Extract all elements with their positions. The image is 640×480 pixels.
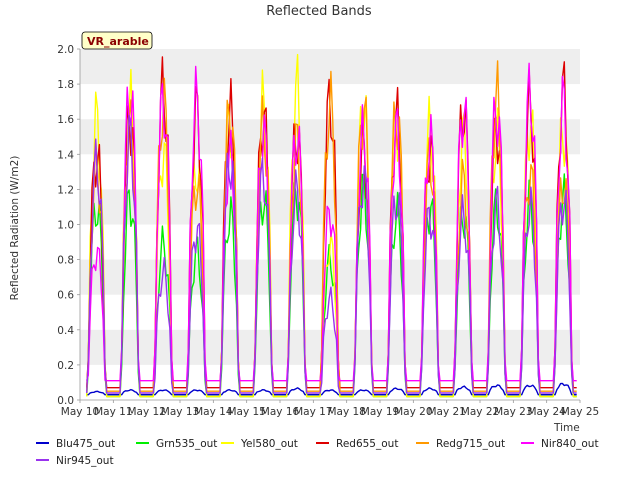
x-tick-label: May 15 [227,406,265,418]
series-line-Red655_out [86,56,577,389]
y-tick-label: 0.4 [57,325,74,337]
y-tick-label: 0.2 [57,360,74,372]
x-tick-label: May 23 [494,406,532,418]
y-axis-label: Reflected Radiation (W/m2) [9,156,21,301]
legend-item-Nir840_out: Nir840_out [521,438,599,450]
y-tick-label: 0.0 [57,395,74,407]
y-tick-label: 1.0 [57,220,74,232]
y-tick-label: 1.8 [57,79,74,91]
legend-item-Red655_out: Red655_out [316,438,398,450]
legend-label: Grn535_out [156,438,217,450]
badge-label: VR_arable [87,35,149,48]
x-tick-label: May 25 [561,406,599,418]
x-tick-label: May 17 [294,406,332,418]
legend-item-Redg715_out: Redg715_out [416,438,505,450]
x-tick-label: May 19 [361,406,399,418]
y-tick-label: 1.4 [57,149,74,161]
y-tick-labels: 0.0 0.2 0.4 0.6 0.8 1.0 1.2 1.4 1.6 1.8 2.0 [57,44,80,407]
legend-item-Yel580_out: Yel580_out [221,438,298,450]
y-tick-label: 1.6 [57,114,74,126]
chart-title: Reflected Bands [266,4,372,19]
series-line-Blu475_out [86,382,577,396]
y-tick-label: 1.2 [57,184,74,196]
x-tick-label: May 14 [194,406,233,418]
x-tick-label: May 12 [127,406,165,418]
x-tick-label: May 20 [394,406,432,418]
x-tick-label: May 18 [327,406,365,418]
y-tick-label: 0.6 [57,290,74,302]
legend-label: Redg715_out [436,438,505,450]
grid-band [80,329,580,365]
legend-label: Yel580_out [240,438,298,450]
legend-item-Blu475_out: Blu475_out [36,438,115,450]
legend: Blu475_out Grn535_out Yel580_out Red655_out… [36,438,599,467]
series-line-Nir945_out [86,114,577,394]
y-tick-label: 0.8 [57,255,74,267]
legend-label: Nir945_out [56,455,114,467]
legend-label: Nir840_out [541,438,599,450]
series-line-Nir840_out [86,62,577,382]
legend-label: Red655_out [336,438,398,450]
x-tick-label: May 21 [427,406,465,418]
x-tick-label: May 11 [94,406,132,418]
series-line-Grn535_out [86,173,577,398]
x-tick-label: May 10 [61,406,99,418]
dataset-badge: VR_arable [81,31,153,50]
legend-label: Blu475_out [56,438,115,450]
x-axis-label: Time [553,422,580,434]
series-line-Redg715_out [86,60,577,392]
x-tick-label: May 24 [527,406,566,418]
x-tick-label: May 22 [461,406,499,418]
series-layer [86,53,577,398]
x-tick-label: May 16 [261,406,300,418]
y-tick-label: 2.0 [57,44,74,56]
legend-item-Nir945_out: Nir945_out [36,455,114,467]
legend-item-Grn535_out: Grn535_out [136,438,217,450]
x-tick-label: May 13 [161,406,199,418]
